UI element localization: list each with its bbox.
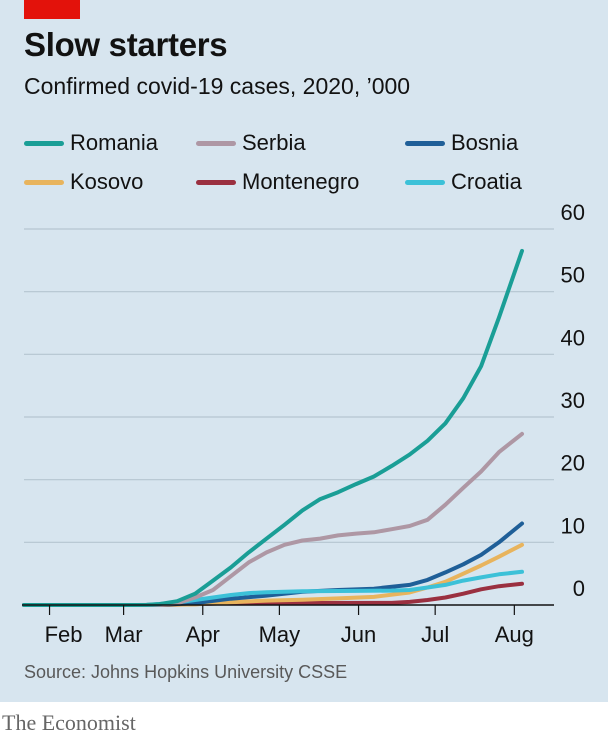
legend-label-serbia: Serbia <box>242 130 306 155</box>
legend-item-kosovo: Kosovo <box>24 169 144 194</box>
y-tick-label-0: 0 <box>573 576 585 601</box>
legend-label-kosovo: Kosovo <box>70 169 144 194</box>
legend-swatch-romania <box>24 140 64 146</box>
x-tick-label-aug: Aug <box>495 622 534 647</box>
y-tick-label-60: 60 <box>561 200 585 225</box>
legend-swatch-montenegro <box>196 179 236 185</box>
legend-item-bosnia: Bosnia <box>405 130 519 155</box>
x-tick-label-jun: Jun <box>341 622 376 647</box>
y-tick-label-50: 50 <box>561 263 585 288</box>
legend-item-romania: Romania <box>24 130 159 155</box>
y-tick-label-40: 40 <box>561 325 585 350</box>
legend-swatch-croatia <box>405 179 445 185</box>
x-tick-label-feb: Feb <box>45 622 83 647</box>
x-axis: Feb Mar Apr May Jun Jul Aug <box>22 604 554 647</box>
legend-swatch-serbia <box>196 140 236 146</box>
legend-item-croatia: Croatia <box>405 169 522 194</box>
chart-title: Slow starters <box>24 26 228 63</box>
x-tick-label-jul: Jul <box>421 622 449 647</box>
legend-item-serbia: Serbia <box>196 130 306 155</box>
y-tick-label-20: 20 <box>561 451 585 476</box>
series-line-serbia <box>22 431 524 607</box>
chart-subtitle: Confirmed covid-19 cases, 2020, ’000 <box>24 73 411 99</box>
legend-label-montenegro: Montenegro <box>242 169 360 194</box>
legend-label-bosnia: Bosnia <box>451 130 519 155</box>
y-tick-label-10: 10 <box>561 513 585 538</box>
legend-label-romania: Romania <box>70 130 159 155</box>
economist-logo: The Economist <box>2 710 136 735</box>
x-tick-label-may: May <box>259 622 301 647</box>
legend-swatch-kosovo <box>24 179 64 185</box>
series-line-kosovo <box>22 542 524 607</box>
brand-red-bar <box>24 0 80 19</box>
series-line-romania <box>22 248 524 607</box>
legend-item-montenegro: Montenegro <box>196 169 360 194</box>
line-chart: 0 10 20 30 40 50 60 Feb Mar Apr May Jun Jul Aug <box>22 200 585 647</box>
x-tick-label-mar: Mar <box>105 622 143 647</box>
series-lines <box>22 248 524 607</box>
y-tick-label-30: 30 <box>561 388 585 413</box>
source-note: Source: Johns Hopkins University CSSE <box>24 662 348 682</box>
x-tick-label-apr: Apr <box>186 622 220 647</box>
legend-label-croatia: Croatia <box>451 169 522 194</box>
legend-swatch-bosnia <box>405 140 445 146</box>
